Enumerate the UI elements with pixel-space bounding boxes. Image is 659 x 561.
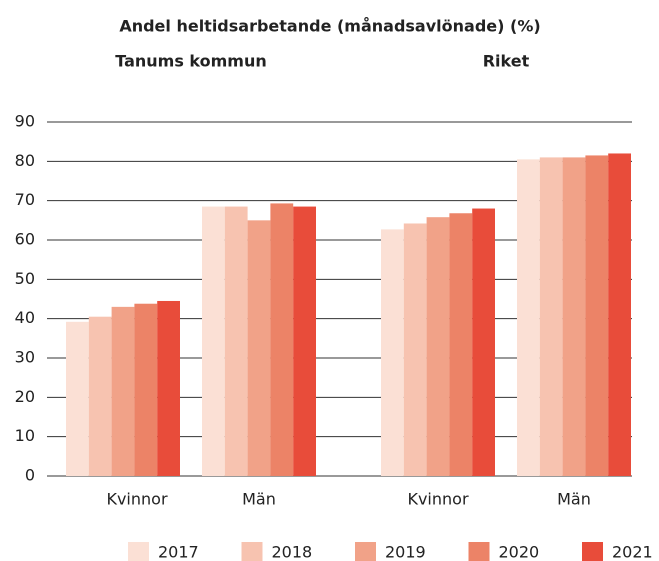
y-tick-label: 80 bbox=[15, 151, 35, 170]
bar bbox=[562, 157, 586, 476]
legend-label: 2018 bbox=[272, 543, 313, 561]
bar bbox=[111, 306, 135, 476]
bar bbox=[88, 316, 112, 476]
x-tick-label: Kvinnor bbox=[106, 490, 167, 509]
group-title: Riket bbox=[483, 52, 530, 71]
bar bbox=[608, 153, 631, 476]
legend-label: 2019 bbox=[385, 543, 426, 561]
bar bbox=[247, 220, 271, 476]
y-tick-label: 10 bbox=[15, 426, 35, 445]
legend-swatch bbox=[128, 542, 149, 561]
y-tick-label: 90 bbox=[15, 112, 35, 131]
chart-title: Andel heltidsarbetande (månadsavlönade) … bbox=[119, 17, 540, 36]
y-tick-label: 40 bbox=[15, 308, 35, 327]
legend-label: 2021 bbox=[612, 543, 653, 561]
bar bbox=[157, 300, 180, 476]
bar bbox=[517, 159, 540, 476]
bar bbox=[449, 213, 473, 476]
bar bbox=[426, 217, 450, 477]
x-tick-label: Kvinnor bbox=[407, 490, 468, 509]
y-tick-label: 20 bbox=[15, 387, 35, 406]
y-tick-label: 50 bbox=[15, 269, 35, 288]
bar bbox=[293, 206, 316, 477]
bar bbox=[403, 223, 427, 476]
y-tick-label: 0 bbox=[25, 466, 35, 485]
bar bbox=[134, 303, 158, 476]
y-tick-label: 70 bbox=[15, 190, 35, 209]
bar bbox=[270, 203, 294, 477]
y-tick-label: 30 bbox=[15, 348, 35, 367]
bar bbox=[66, 321, 89, 476]
bar bbox=[472, 208, 495, 477]
bar bbox=[585, 155, 609, 476]
bar bbox=[224, 206, 248, 477]
bar bbox=[202, 206, 225, 477]
legend-swatch bbox=[241, 542, 263, 561]
y-tick-label: 60 bbox=[15, 230, 35, 249]
legend-label: 2020 bbox=[499, 543, 540, 561]
group-title: Tanums kommun bbox=[115, 52, 267, 71]
legend-swatch bbox=[355, 542, 376, 561]
legend-label: 2017 bbox=[158, 543, 199, 561]
bar bbox=[381, 229, 404, 476]
legend-swatch bbox=[468, 542, 490, 561]
x-tick-label: Män bbox=[242, 490, 276, 509]
bar bbox=[539, 157, 563, 476]
legend-swatch bbox=[582, 542, 603, 561]
x-tick-label: Män bbox=[557, 490, 591, 509]
